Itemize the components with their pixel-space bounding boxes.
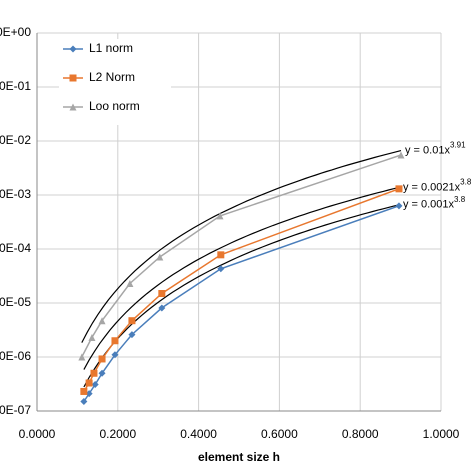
trendline [81, 150, 402, 343]
trendline-label: y = 0.0021x [403, 181, 461, 193]
y-tick-label: 1.0E+00 [0, 25, 31, 39]
marker [158, 304, 166, 312]
marker [90, 369, 98, 377]
y-tick-label: 1.0E-02 [0, 133, 31, 147]
trendline-exponent: 3.8 [460, 177, 472, 186]
legend-label: L2 Norm [89, 70, 135, 84]
marker [69, 74, 77, 82]
marker [78, 353, 86, 361]
marker [80, 397, 88, 405]
y-tick-label: 1.0E-07 [0, 403, 31, 417]
marker [217, 265, 225, 273]
x-tick-label: 0.4000 [180, 427, 217, 441]
marker [88, 333, 96, 341]
legend-box [59, 39, 171, 125]
y-tick-label: 1.0E-06 [0, 349, 31, 363]
trendline-exponent: 3.91 [450, 141, 466, 150]
marker [91, 380, 99, 388]
marker [69, 103, 77, 111]
x-tick-label: 0.0000 [19, 427, 56, 441]
y-tick-label: 1.0E-03 [0, 187, 31, 201]
y-tick-label: 1.0E-05 [0, 295, 31, 309]
x-tick-label: 0.2000 [99, 427, 136, 441]
marker [98, 355, 106, 363]
y-tick-label: 1.0E-01 [0, 79, 31, 93]
trendline-label: y = 0.001x [403, 199, 455, 211]
y-tick-label: 1.0E-04 [0, 241, 31, 255]
legend-label: Loo norm [89, 99, 140, 113]
trendline-label: y = 0.01x [405, 144, 450, 156]
trendline-exponent: 3.8 [454, 195, 466, 204]
marker [85, 390, 93, 398]
marker [98, 369, 106, 377]
x-tick-label: 0.8000 [342, 427, 379, 441]
marker [395, 185, 403, 193]
marker [395, 202, 403, 210]
x-tick-label: 1.0000 [423, 427, 460, 441]
marker [128, 331, 136, 339]
marker [216, 212, 224, 220]
marker [111, 351, 119, 359]
x-tick-label: 0.6000 [261, 427, 298, 441]
marker [156, 253, 164, 261]
marker [80, 387, 88, 395]
legend-label: L1 norm [89, 41, 133, 55]
trendline [83, 186, 400, 370]
marker [69, 45, 77, 53]
marker [158, 289, 166, 297]
marker [85, 379, 93, 387]
marker [217, 251, 225, 259]
x-axis-label: element size h [198, 450, 280, 464]
marker [111, 337, 119, 345]
marker [397, 151, 405, 159]
marker [128, 317, 136, 325]
marker [98, 317, 106, 325]
trendline [83, 204, 400, 388]
marker [126, 279, 134, 287]
